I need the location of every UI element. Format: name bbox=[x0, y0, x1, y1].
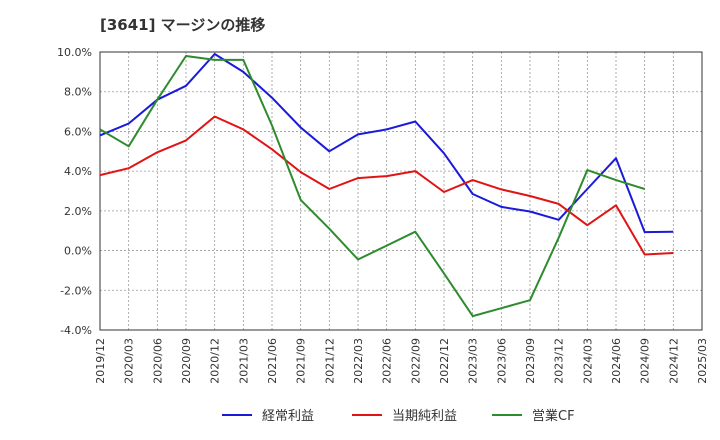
plot-area-frame bbox=[99, 51, 703, 331]
y-axis-ticks: 10.0% 8.0% 6.0% 4.0% 2.0% 0.0% -2.0% -4.0% bbox=[57, 46, 92, 337]
x-tick-label: 2021/09 bbox=[295, 338, 308, 384]
x-tick-label: 2020/06 bbox=[151, 338, 164, 384]
y-tick-label: 10.0% bbox=[57, 46, 92, 59]
chart-title: [3641] マージンの推移 bbox=[100, 16, 266, 34]
x-tick-label: 2023/06 bbox=[495, 338, 508, 384]
x-tick-label: 2020/09 bbox=[180, 338, 193, 384]
legend-label: 経常利益 bbox=[262, 409, 314, 424]
legend: 経常利益 当期純利益 営業CF bbox=[222, 408, 575, 424]
y-tick-label: 0.0% bbox=[64, 245, 92, 258]
y-tick-label: 4.0% bbox=[64, 165, 92, 178]
series-line-当期純利益 bbox=[99, 115, 674, 256]
x-tick-label: 2019/12 bbox=[94, 338, 107, 384]
x-tick-label: 2022/09 bbox=[409, 338, 422, 384]
x-tick-label: 2024/12 bbox=[667, 338, 680, 384]
x-tick-label: 2021/12 bbox=[323, 338, 336, 384]
x-tick-label: 2025/03 bbox=[696, 338, 709, 384]
series-line-営業CF bbox=[99, 55, 645, 318]
x-tick-label: 2020/12 bbox=[209, 338, 222, 384]
legend-label: 当期純利益 bbox=[392, 409, 457, 424]
x-tick-label: 2023/09 bbox=[524, 338, 537, 384]
grid-lines bbox=[99, 51, 703, 331]
series-lines bbox=[99, 53, 674, 318]
x-tick-label: 2020/03 bbox=[123, 338, 136, 384]
series-line-経常利益 bbox=[99, 53, 674, 234]
x-tick-label: 2021/06 bbox=[266, 338, 279, 384]
x-tick-label: 2022/12 bbox=[438, 338, 451, 384]
x-tick-label: 2022/06 bbox=[381, 338, 394, 384]
y-tick-label: 6.0% bbox=[64, 125, 92, 138]
y-tick-label: 8.0% bbox=[64, 86, 92, 99]
x-tick-label: 2024/06 bbox=[610, 338, 623, 384]
x-tick-label: 2024/09 bbox=[639, 338, 652, 384]
x-tick-label: 2022/03 bbox=[352, 338, 365, 384]
x-axis-ticks: 2019/12 2020/03 2020/06 2020/09 2020/12 2021/… bbox=[94, 338, 709, 384]
legend-item: 経常利益 bbox=[222, 409, 314, 424]
y-tick-label: -4.0% bbox=[60, 324, 92, 337]
y-tick-label: 2.0% bbox=[64, 205, 92, 218]
x-tick-label: 2023/03 bbox=[467, 338, 480, 384]
x-tick-label: 2023/12 bbox=[553, 338, 566, 384]
legend-item: 当期純利益 bbox=[352, 409, 457, 424]
legend-item: 営業CF bbox=[492, 408, 575, 424]
legend-label: 営業CF bbox=[532, 408, 575, 424]
x-tick-label: 2024/03 bbox=[581, 338, 594, 384]
y-tick-label: -2.0% bbox=[60, 284, 92, 297]
x-tick-label: 2021/03 bbox=[237, 338, 250, 384]
